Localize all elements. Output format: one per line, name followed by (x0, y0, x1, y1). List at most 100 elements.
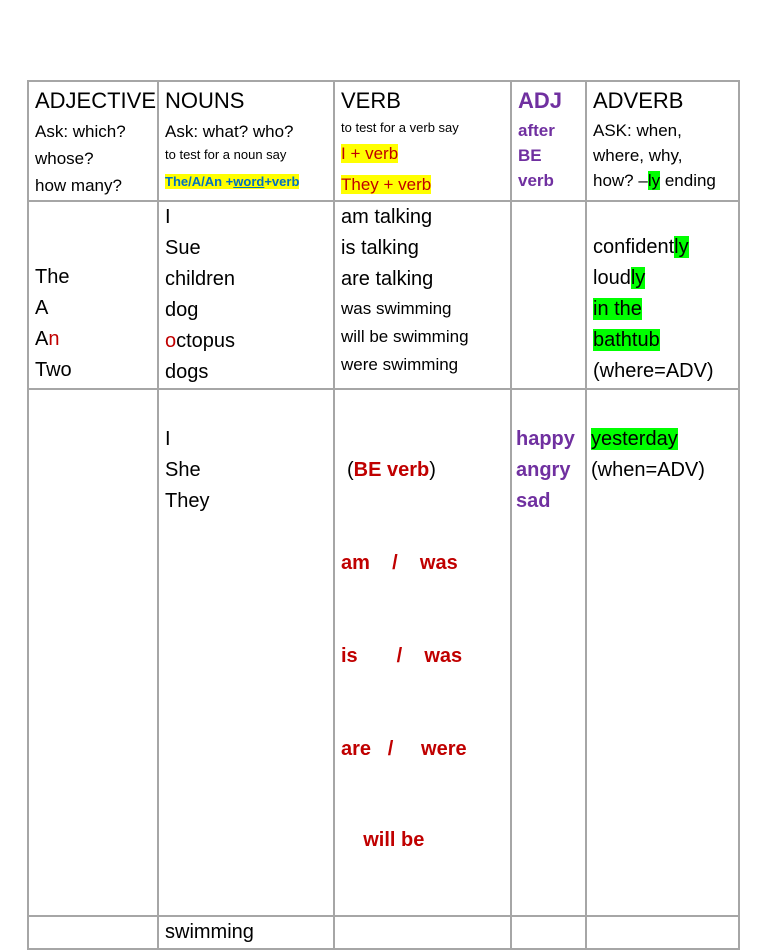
verb-formula: I + verb (341, 144, 399, 163)
line: to test for a verb say (341, 120, 459, 135)
table-row: I She They (BE verb) am / was is / was a… (27, 388, 740, 917)
line: how? –ly ending (593, 168, 737, 193)
t: +verb (264, 174, 300, 189)
line: where, why, (593, 146, 683, 165)
table-row: swimming (27, 915, 740, 950)
adverb-note: (where=ADV) (593, 360, 714, 382)
t: The/A/An + (165, 174, 234, 189)
t: word (233, 174, 265, 189)
noun: I (165, 206, 171, 228)
title: ADJ (518, 88, 563, 113)
title: NOUNS (165, 88, 245, 113)
line: ASK: when, (593, 121, 682, 140)
t: ly (630, 267, 646, 289)
line: Ask: which? (35, 122, 126, 141)
noun: octopus (165, 326, 332, 357)
noun: dogs (165, 361, 209, 383)
t: ) (429, 459, 436, 481)
be-verb-line: will be (341, 829, 425, 851)
be-verb-line: is / was (341, 645, 463, 667)
empty-cell (510, 915, 587, 950)
adj-header: ADJ after BE verb (510, 80, 587, 202)
pronoun: She (165, 459, 201, 481)
pronoun: I (165, 428, 171, 450)
verb: will be swimming (341, 327, 469, 346)
adjective: happy (516, 428, 575, 450)
line: to test for a noun say (165, 147, 287, 162)
article: Two (35, 355, 156, 386)
verb: is talking (341, 237, 419, 259)
empty-cell (333, 915, 512, 950)
noun: Sue (165, 237, 201, 259)
adverbs-cell: confidently loudly in the bathtub (where… (585, 200, 740, 390)
pronouns-cell: I She They (157, 388, 335, 917)
adverb: in the (593, 294, 737, 325)
nouns-header: NOUNS Ask: what? who? to test for a noun… (157, 80, 335, 202)
articles-cell: The A An Two (27, 200, 159, 390)
nouns-cell: I Sue children dog octopus dogs (157, 200, 335, 390)
empty-cell (585, 915, 740, 950)
line: Ask: what? who? (165, 122, 294, 141)
adverb: loudly (593, 263, 737, 294)
verb: are talking (341, 268, 434, 290)
be-verb-label: (BE verb) (341, 455, 509, 486)
t: how? – (593, 171, 648, 190)
noun: dog (165, 299, 199, 321)
header-row: ADJECTIVE Ask: which? whose? how many? N… (27, 80, 740, 202)
noun-formula: The/A/An +word+verb (165, 174, 300, 189)
t: o (165, 330, 177, 352)
line: how many? (35, 176, 122, 195)
parts-of-speech-table: ADJECTIVE Ask: which? whose? how many? N… (27, 80, 740, 950)
t: ( (347, 459, 354, 481)
t: bathtub (593, 329, 660, 351)
adjective-header: ADJECTIVE Ask: which? whose? how many? (27, 80, 159, 202)
line: whose? (35, 149, 94, 168)
table-row: The A An Two I Sue children dog octopus … (27, 200, 740, 390)
adjectives-cell: happy angry sad (510, 388, 587, 917)
adverb: yesterday (591, 428, 678, 450)
adjective: angry (516, 459, 571, 481)
verb: was swimming (341, 299, 452, 318)
t: A (35, 328, 49, 350)
t: n (48, 328, 60, 350)
verb: am talking (341, 206, 433, 228)
article: A (35, 293, 156, 324)
t: The (35, 266, 70, 288)
line: BE (518, 146, 542, 165)
t: ending (660, 171, 716, 190)
adjective: sad (516, 490, 551, 512)
noun-cell: swimming (157, 915, 335, 950)
title: ADVERB (593, 88, 684, 113)
line: after (518, 121, 555, 140)
verbs-cell: am talking is talking are talking was sw… (333, 200, 512, 390)
pronoun: They (165, 490, 210, 512)
t: ctopus (176, 330, 236, 352)
article: The (35, 262, 156, 293)
t: loud (593, 267, 631, 289)
adj-cell (510, 200, 587, 390)
adverb-cell: yesterday (when=ADV) (585, 388, 740, 917)
empty-cell (27, 388, 159, 917)
noun: children (165, 268, 236, 290)
line: verb (518, 171, 554, 190)
t: in the (593, 298, 642, 320)
verb: were swimming (341, 355, 459, 374)
empty-cell (27, 915, 159, 950)
adverb-note: (when=ADV) (591, 459, 705, 481)
adverb: bathtub (593, 325, 737, 356)
adverb-header: ADVERB ASK: when, where, why, how? –ly e… (585, 80, 740, 202)
t: confident (593, 236, 675, 258)
title: VERB (341, 88, 401, 113)
t: ly (674, 236, 689, 258)
article: An (35, 324, 156, 355)
be-verb-line: are / were (341, 738, 467, 760)
title: ADJECTIVE (35, 88, 157, 113)
t: ly (647, 171, 661, 190)
t: Two (35, 359, 72, 381)
t: A (35, 297, 49, 319)
adverb: confidently (593, 232, 737, 263)
verb-formula: They + verb (341, 175, 432, 194)
be-verb-line: am / was (341, 552, 458, 574)
be-verbs-cell: (BE verb) am / was is / was are / were w… (333, 388, 512, 917)
verb-header: VERB to test for a verb say I + verb The… (333, 80, 512, 202)
